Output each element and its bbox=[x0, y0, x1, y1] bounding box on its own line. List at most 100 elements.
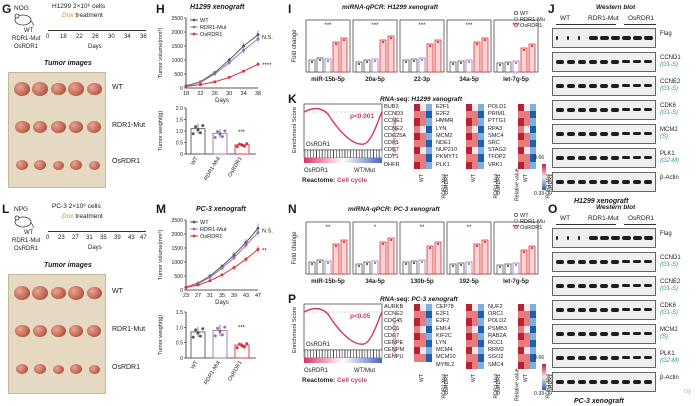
heatmap-cell bbox=[426, 340, 432, 348]
blot-band bbox=[644, 284, 652, 287]
heatmap-cell bbox=[518, 332, 524, 340]
heatmap-cell bbox=[478, 104, 484, 112]
heatmap-cell bbox=[414, 118, 420, 126]
heatmap-cell bbox=[472, 311, 478, 319]
data-point bbox=[256, 37, 260, 41]
heatmap-cell bbox=[420, 304, 426, 312]
panel-label-h: H bbox=[156, 2, 165, 16]
heatmap-cell bbox=[472, 340, 478, 348]
heatmap-cell bbox=[472, 140, 478, 148]
marker-phase: (G1-S) bbox=[660, 86, 678, 92]
tumor-photo bbox=[86, 82, 102, 96]
reactome-label: Reactome: Cell cycle bbox=[302, 377, 367, 384]
qpcr-point bbox=[514, 61, 518, 65]
days-label: Days bbox=[88, 44, 102, 50]
heatmap-cell bbox=[414, 311, 420, 319]
qpcr-bar bbox=[496, 62, 504, 73]
x-axis-label: Days bbox=[215, 98, 229, 104]
blot-band bbox=[600, 356, 608, 360]
treatment-rest: treatment bbox=[73, 213, 103, 220]
marker-name: β-Actin bbox=[660, 175, 679, 181]
legend-marker bbox=[513, 22, 518, 27]
heatmap-cell bbox=[472, 361, 478, 369]
blot-band bbox=[644, 132, 652, 135]
tumor-photo bbox=[14, 286, 30, 300]
heatmap-cell bbox=[524, 132, 530, 140]
qpcr-point bbox=[373, 261, 377, 265]
cell-cycle-genes-label: Cell cycle genes bbox=[391, 117, 398, 157]
legend-label: WT bbox=[520, 11, 529, 17]
gene-name: PTTG1 bbox=[488, 118, 507, 125]
gene-name: E2F2 bbox=[436, 318, 450, 325]
blot-band bbox=[644, 84, 652, 87]
heatmap-cell bbox=[524, 361, 530, 369]
legend-label: WT bbox=[200, 18, 209, 24]
qpcr-point bbox=[428, 246, 432, 250]
rank-bar bbox=[304, 358, 382, 363]
blot-band bbox=[578, 180, 586, 184]
blot-band bbox=[589, 308, 597, 312]
legend-title: Relative value bbox=[514, 168, 521, 201]
heatmap-cell bbox=[414, 154, 420, 162]
blot-band bbox=[633, 156, 641, 159]
heatmap-cell bbox=[478, 311, 484, 319]
heatmap-cell bbox=[478, 147, 484, 155]
significance-stars: ** bbox=[326, 225, 331, 231]
lane-group-label: OsRDR1 bbox=[628, 215, 655, 222]
day-tick: 0 bbox=[46, 235, 50, 241]
blot-band bbox=[556, 332, 564, 336]
gene-name: STAG2 bbox=[488, 147, 506, 154]
heatmap-cell bbox=[530, 147, 536, 155]
blot-band bbox=[644, 36, 653, 40]
lane-group-label: RDR1-Mut bbox=[588, 215, 619, 222]
qpcr-point bbox=[365, 60, 369, 64]
heatmap-cell bbox=[478, 154, 484, 162]
qpcr-point bbox=[412, 261, 416, 265]
blot-band bbox=[567, 36, 569, 40]
treatment-label: Dox treatment bbox=[62, 213, 103, 221]
qpcr-bar bbox=[426, 43, 434, 73]
group-label: RDR1-Mut bbox=[12, 238, 41, 244]
heatmap-cell bbox=[518, 354, 524, 362]
legend-marker bbox=[192, 220, 196, 224]
gene-name: LYN bbox=[436, 340, 447, 347]
day-tick: 36 bbox=[140, 34, 147, 40]
heatmap-cell bbox=[426, 140, 432, 148]
significance-stars: ** bbox=[467, 225, 472, 231]
significance-stars: *** bbox=[512, 23, 520, 29]
qpcr-bar bbox=[473, 41, 481, 73]
gene-name: SMC4 bbox=[488, 132, 504, 139]
qpcr-bar bbox=[410, 260, 418, 275]
data-point bbox=[256, 231, 260, 235]
heatmap-cell bbox=[524, 104, 530, 112]
tumor-images-title: Tumor images bbox=[44, 60, 92, 67]
y-tick-label: 1000 bbox=[171, 260, 183, 266]
qpcr-bar bbox=[496, 264, 504, 275]
blot-band bbox=[578, 284, 586, 288]
marker-name: β-Actin bbox=[660, 375, 679, 381]
heatmap-cell bbox=[530, 332, 536, 340]
y-axis-label: Tumor weight(g) bbox=[158, 111, 164, 152]
blot-band bbox=[611, 108, 619, 112]
weight-point bbox=[201, 124, 205, 128]
heatmap-cell bbox=[414, 161, 420, 169]
blot-band bbox=[633, 60, 641, 63]
data-point bbox=[213, 80, 217, 84]
data-point bbox=[227, 61, 231, 65]
heatmap-cell bbox=[414, 354, 420, 362]
heatmap-cell bbox=[524, 311, 530, 319]
panel-label-n: N bbox=[288, 202, 297, 216]
qpcr-bar bbox=[481, 239, 489, 275]
y-tick-label: 1.0 bbox=[176, 129, 183, 135]
heatmap-cell bbox=[466, 304, 472, 312]
blot-band bbox=[622, 308, 630, 311]
legend-label: RDR1-Mut bbox=[520, 219, 545, 225]
marker-phase: (S) bbox=[660, 334, 668, 340]
gene-name: CDC7 bbox=[384, 332, 400, 339]
heatmap-cell bbox=[466, 132, 472, 140]
blot-band bbox=[589, 356, 597, 360]
y-tick-label: 500 bbox=[174, 72, 183, 78]
qpcr-point bbox=[436, 242, 440, 246]
qpcr-point bbox=[483, 240, 487, 244]
mouse-strain: NOG bbox=[14, 5, 29, 12]
